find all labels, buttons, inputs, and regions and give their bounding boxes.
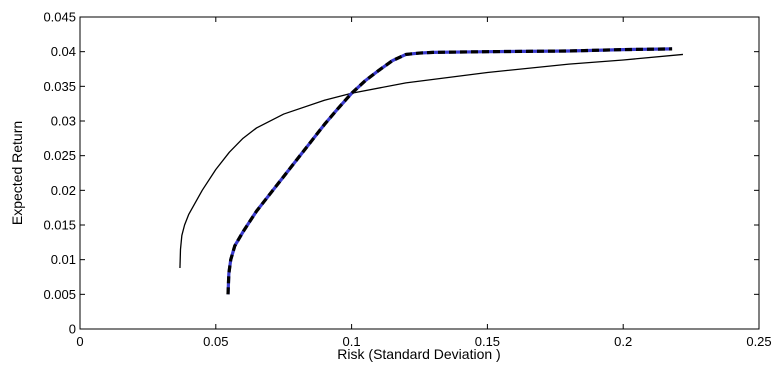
- y-tick-label: 0.035: [43, 79, 76, 94]
- y-axis: 0 0.005 0.01 0.015 0.02 0.025 0.03 0.035 0.04 0.0…: [43, 10, 759, 337]
- plot-lines: [179, 47, 684, 295]
- x-axis-label: Risk (Standard Deviation ): [337, 346, 500, 362]
- x-tick-label: 0.1: [343, 334, 361, 349]
- y-tick-label: 0.04: [51, 44, 76, 59]
- y-tick-label: 0: [69, 322, 76, 337]
- y-tick-label: 0.045: [43, 10, 76, 25]
- x-tick-label: 0: [76, 334, 83, 349]
- x-tick-label: 0.05: [203, 334, 228, 349]
- x-tick-label: 0.25: [746, 334, 771, 349]
- y-axis-label: Expected Return: [9, 121, 25, 225]
- y-tick-label: 0.005: [43, 287, 76, 302]
- y-tick-label: 0.02: [51, 183, 76, 198]
- series-2-line: [226, 47, 673, 295]
- x-tick-label: 0.15: [475, 334, 500, 349]
- plot-area-frame: [79, 16, 760, 330]
- x-axis: 0 0.05 0.1 0.15 0.2 0.25: [76, 17, 772, 349]
- series-1-line: [179, 53, 684, 269]
- y-tick-label: 0.025: [43, 148, 76, 163]
- x-tick-label: 0.2: [614, 334, 632, 349]
- y-tick-label: 0.015: [43, 218, 76, 233]
- y-tick-label: 0.01: [51, 252, 76, 267]
- y-tick-label: 0.03: [51, 114, 76, 129]
